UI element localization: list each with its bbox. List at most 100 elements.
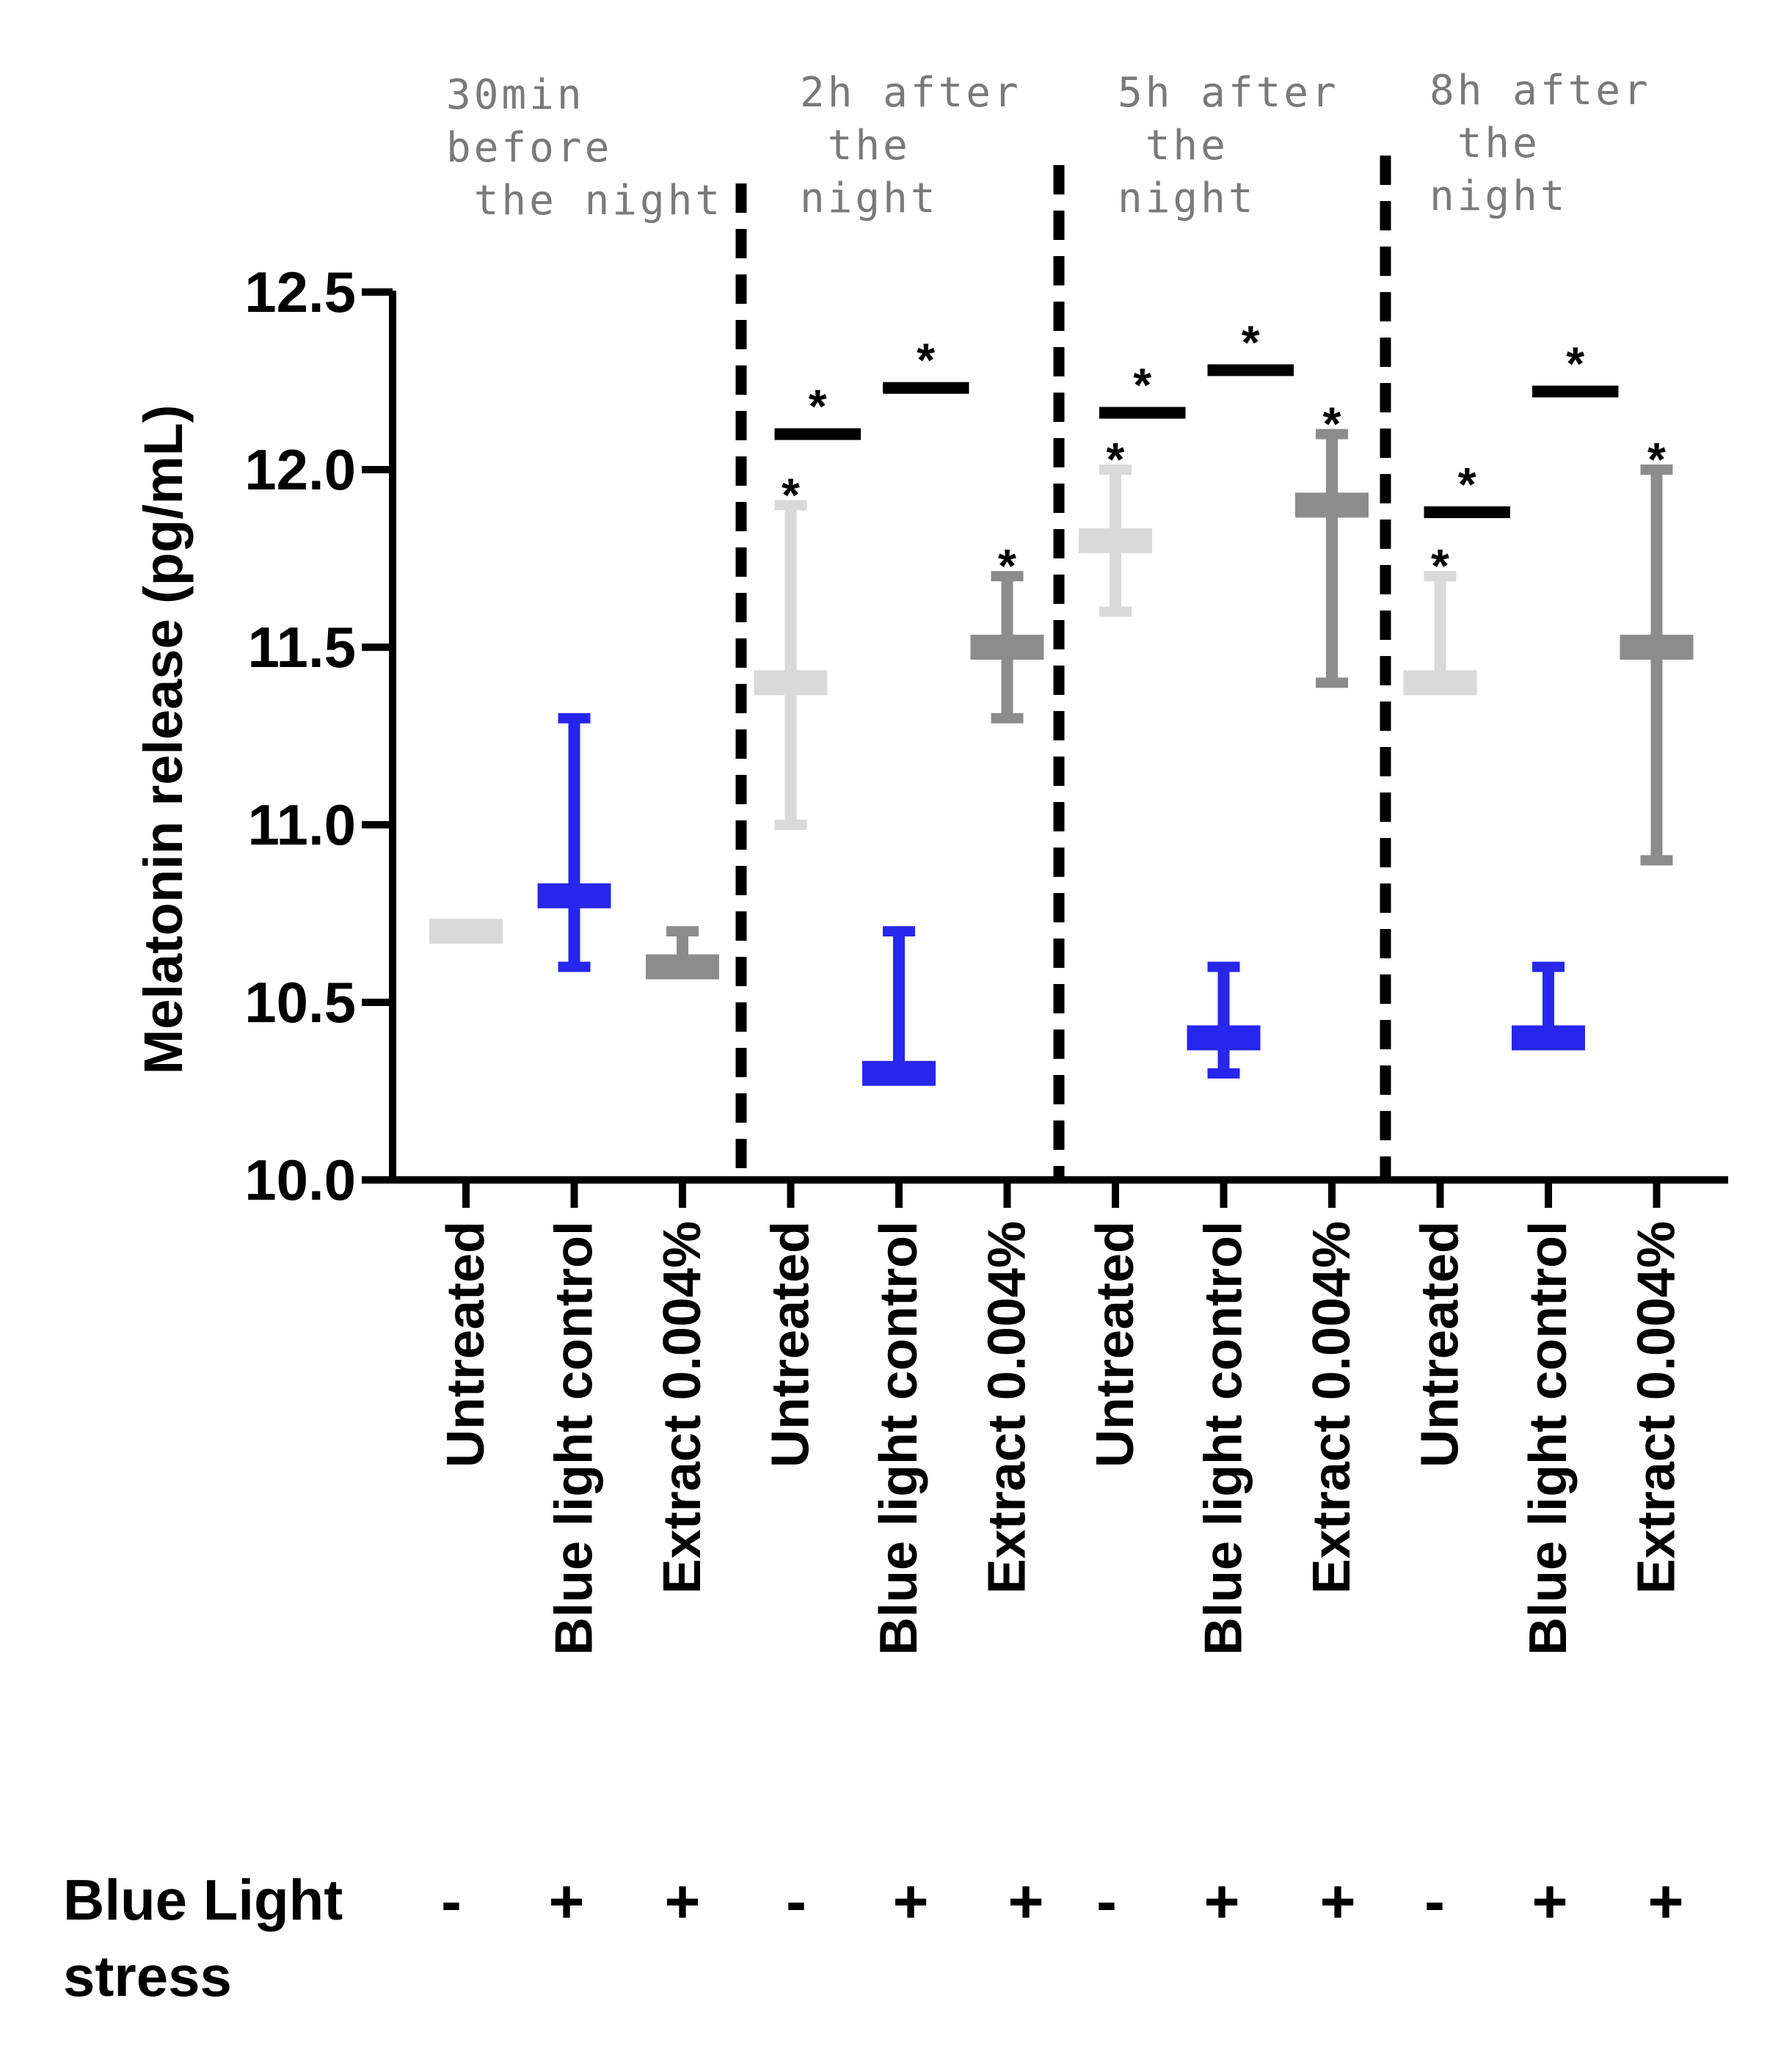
mean-bar xyxy=(1187,1025,1261,1051)
significance-marks: ******** **** xyxy=(774,316,1666,592)
significance-bracket xyxy=(1099,407,1186,419)
y-tick-label: 12.0 xyxy=(244,437,356,502)
stress-sign: + xyxy=(1319,1867,1355,1936)
stress-sign: + xyxy=(548,1867,584,1936)
period-label-line: 30min xyxy=(446,71,585,119)
data-point-group xyxy=(1512,961,1585,1051)
data-point-group xyxy=(537,713,611,972)
error-bar-cap-high xyxy=(774,500,807,511)
stress-row: Blue Light stress - + + - + + - + + - + + xyxy=(63,1867,1684,2008)
significance-star: * xyxy=(1647,433,1666,486)
significance-star: * xyxy=(1566,338,1584,390)
stress-label-line1: Blue Light xyxy=(63,1867,343,1932)
significance-star: * xyxy=(1133,359,1151,412)
category-label: Blue light control xyxy=(545,1221,604,1655)
mean-bar xyxy=(537,883,611,908)
error-bar-stem xyxy=(1326,434,1338,683)
y-ticks: 12.5 12.0 11.5 11.0 10.5 10.0 xyxy=(244,260,393,1212)
y-tick-label: 12.5 xyxy=(244,260,356,324)
data-point-group xyxy=(1187,961,1261,1079)
data-point-group xyxy=(646,926,719,980)
category-label: Extract 0.004% xyxy=(1303,1221,1361,1594)
period-label-line: the night xyxy=(446,177,723,225)
error-bar-stem xyxy=(568,718,580,967)
mean-bar xyxy=(1295,492,1369,518)
significance-star: * xyxy=(1323,398,1341,451)
error-bar-stem xyxy=(784,505,797,825)
error-bar-cap-low xyxy=(991,713,1024,724)
error-bar-cap-high xyxy=(1099,464,1132,475)
data-point-group xyxy=(1079,464,1152,617)
period-labels: 30min before the night 2h after the night 5h… xyxy=(446,67,1651,225)
category-label: Untreated xyxy=(762,1221,820,1468)
category-label: Blue light control xyxy=(870,1221,928,1655)
category-label: Blue light control xyxy=(1519,1221,1578,1655)
significance-bracket xyxy=(1532,385,1619,398)
period-label-line: the xyxy=(1429,120,1540,167)
data-point-group xyxy=(862,926,936,1086)
significance-bracket xyxy=(774,428,861,440)
error-bar-cap-low xyxy=(558,961,591,972)
category-label: Extract 0.004% xyxy=(1628,1221,1686,1594)
error-bar-cap-low xyxy=(774,820,807,830)
mean-bar xyxy=(1620,635,1694,660)
x-ticks xyxy=(462,1180,1661,1208)
stress-sign: + xyxy=(1203,1867,1239,1936)
stress-sign: + xyxy=(1647,1867,1683,1936)
y-tick-label: 10.5 xyxy=(244,970,356,1035)
stress-sign: - xyxy=(786,1867,806,1936)
stress-sign: - xyxy=(1096,1867,1117,1936)
significance-star: * xyxy=(1431,539,1449,592)
period-label-line: 5h after xyxy=(1118,69,1339,117)
error-bar-cap-high xyxy=(1207,961,1240,972)
data-marks xyxy=(429,429,1694,1086)
mean-bar xyxy=(1403,670,1477,696)
data-point-group xyxy=(970,571,1044,724)
y-axis-label-group: Melatonin release (pg/mL) xyxy=(133,405,194,1075)
data-point-group xyxy=(1295,429,1369,688)
y-tick-label: 11.5 xyxy=(247,615,356,679)
data-point-group xyxy=(1620,464,1694,866)
stress-sign: + xyxy=(664,1867,700,1936)
data-point-group xyxy=(429,919,503,944)
stress-sign: + xyxy=(892,1867,928,1936)
data-point-group xyxy=(754,500,828,830)
error-bar-cap-high xyxy=(1532,961,1565,972)
error-bar-stem xyxy=(1217,966,1230,1074)
significance-star: * xyxy=(917,334,935,387)
mean-bar xyxy=(754,670,828,696)
significance-bracket xyxy=(883,382,969,394)
category-label: Extract 0.004% xyxy=(653,1221,712,1594)
stress-sign: - xyxy=(441,1867,462,1936)
stress-sign: + xyxy=(1531,1867,1567,1936)
error-bar-cap-high xyxy=(558,713,591,724)
error-bar-cap-high xyxy=(666,926,699,937)
period-label-line: 2h after xyxy=(800,69,1021,117)
category-label: Untreated xyxy=(1086,1221,1145,1468)
stress-label-line2: stress xyxy=(63,1944,232,2008)
error-bar-stem xyxy=(1434,576,1446,683)
error-bar-cap-high xyxy=(883,926,915,937)
error-bar-cap-low xyxy=(1207,1068,1240,1079)
y-axis-label: Melatonin release (pg/mL) xyxy=(133,405,194,1075)
significance-star: * xyxy=(809,380,827,433)
y-tick-label: 11.0 xyxy=(247,792,356,857)
period-dividers xyxy=(735,156,1391,1178)
error-bar-cap-low xyxy=(1316,677,1348,688)
error-bar-cap-high xyxy=(1316,429,1348,440)
category-label: Extract 0.004% xyxy=(978,1221,1037,1594)
period-label-line: 8h after xyxy=(1429,67,1651,114)
period-label-line: the xyxy=(1118,122,1228,170)
stress-sign: - xyxy=(1424,1867,1445,1936)
error-bar-cap-low xyxy=(1099,606,1132,617)
mean-bar xyxy=(862,1060,936,1086)
mean-bar xyxy=(429,919,503,944)
data-point-group xyxy=(1403,571,1477,696)
significance-star: * xyxy=(1458,458,1476,511)
error-bar-cap-low xyxy=(1640,855,1673,866)
significance-star: * xyxy=(998,539,1016,592)
axes xyxy=(389,291,1728,1184)
significance-star: * xyxy=(782,468,800,521)
significance-star: * xyxy=(1242,316,1260,368)
